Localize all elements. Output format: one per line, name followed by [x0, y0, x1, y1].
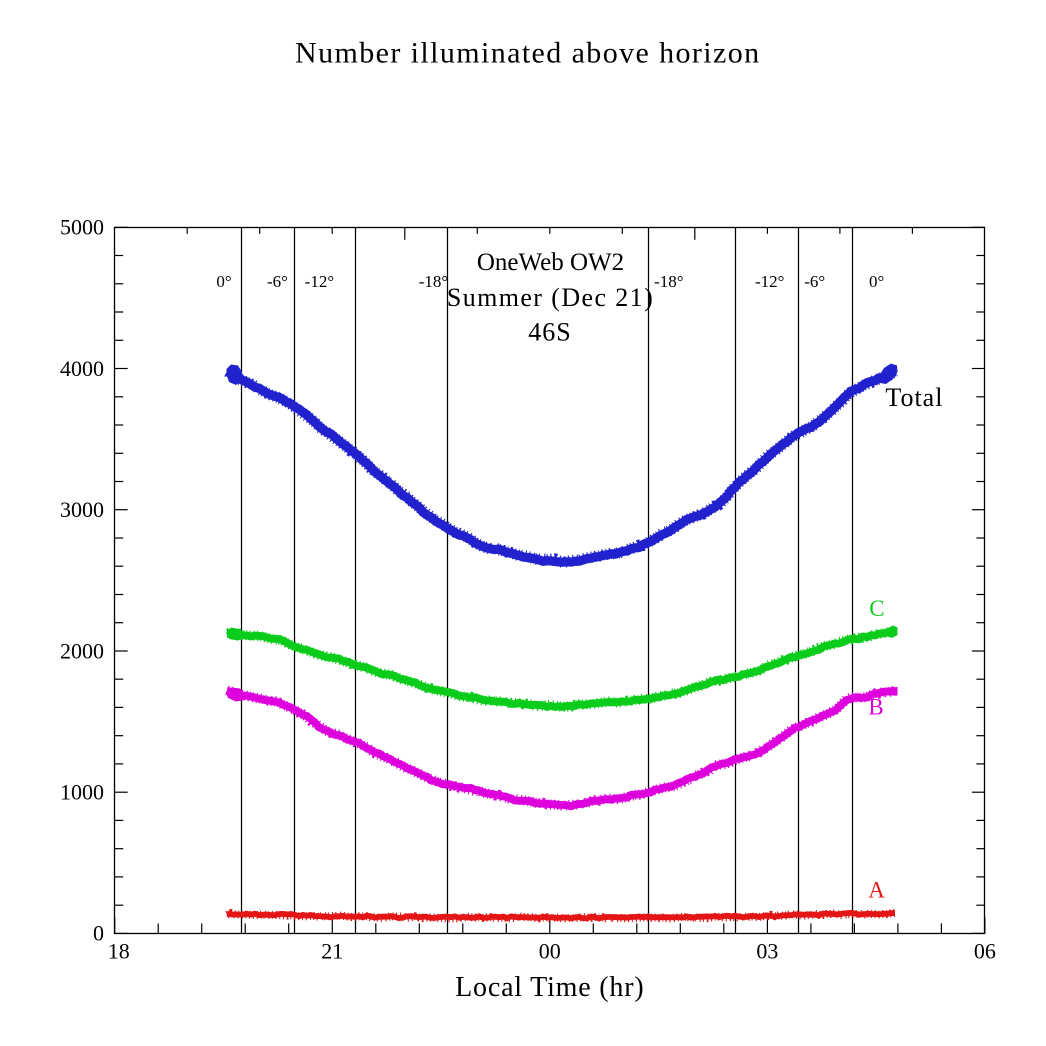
svg-text:18: 18 [108, 939, 130, 964]
svg-text:0°: 0° [216, 272, 231, 291]
svg-text:21: 21 [321, 939, 343, 964]
svg-text:Summer (Dec 21): Summer (Dec 21) [447, 283, 654, 312]
svg-text:0: 0 [93, 921, 104, 946]
svg-text:-12°: -12° [305, 272, 334, 291]
svg-text:C: C [869, 596, 884, 621]
svg-text:46S: 46S [528, 318, 571, 347]
svg-text:0°: 0° [869, 272, 884, 291]
svg-text:Total: Total [885, 383, 943, 412]
svg-text:B: B [868, 695, 883, 720]
svg-text:OneWeb OW2: OneWeb OW2 [477, 249, 624, 276]
svg-text:2000: 2000 [60, 638, 104, 663]
svg-text:Number illuminated above horiz: Number illuminated above horizon [295, 37, 761, 70]
svg-text:-18°: -18° [654, 272, 683, 291]
svg-text:-12°: -12° [755, 272, 784, 291]
svg-text:A: A [868, 878, 885, 903]
svg-text:06: 06 [974, 939, 996, 964]
svg-text:-18°: -18° [419, 272, 448, 291]
svg-text:5000: 5000 [60, 215, 104, 240]
svg-text:00: 00 [539, 939, 561, 964]
svg-text:-6°: -6° [804, 272, 825, 291]
svg-text:-6°: -6° [267, 272, 288, 291]
svg-text:03: 03 [756, 939, 778, 964]
svg-text:1000: 1000 [60, 779, 104, 804]
svg-text:3000: 3000 [60, 497, 104, 522]
svg-text:Local Time (hr): Local Time (hr) [455, 972, 644, 1003]
svg-text:4000: 4000 [60, 356, 104, 381]
